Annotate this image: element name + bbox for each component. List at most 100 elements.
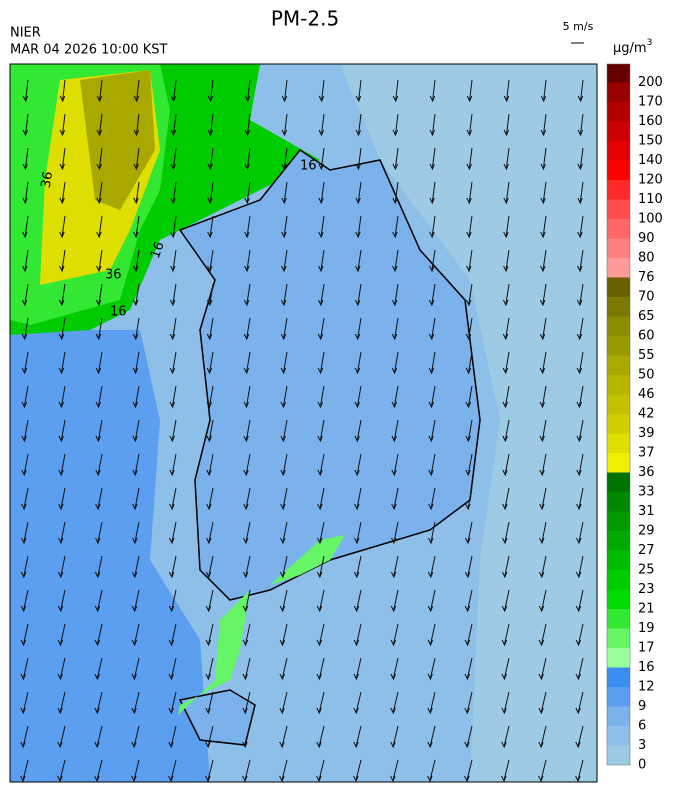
- wind-arrow: [357, 249, 362, 271]
- wind-arrow: [504, 589, 510, 611]
- wind-arrow: [208, 487, 214, 509]
- wind-arrow-head: [133, 163, 139, 171]
- wind-arrow-head: [132, 299, 139, 307]
- wind-arrow: [357, 283, 362, 305]
- wind-arrow: [283, 181, 288, 203]
- wind-arrow-head: [538, 775, 544, 783]
- wind-arrow-head: [96, 231, 102, 239]
- wind-arrow: [24, 283, 29, 305]
- wind-arrow: [209, 215, 214, 237]
- wind-arrow: [97, 487, 103, 509]
- wind-arrow-head: [502, 537, 508, 545]
- colorbar-swatch: [607, 687, 630, 707]
- wind-arrow-head: [243, 503, 249, 511]
- wind-arrow: [99, 113, 103, 135]
- wind-arrow-head: [318, 129, 325, 137]
- wind-arrow-head: [168, 707, 174, 715]
- wind-arrow: [59, 691, 66, 713]
- wind-arrow: [96, 759, 103, 781]
- wind-arrow-head: [94, 571, 101, 579]
- colorbar-label: 6: [638, 719, 646, 734]
- wind-arrow: [467, 589, 473, 611]
- wind-arrow: [209, 181, 214, 203]
- wind-arrow: [22, 691, 29, 713]
- wind-arrow: [321, 79, 325, 101]
- wind-arrow: [468, 283, 473, 305]
- colorbar-label: 60: [638, 329, 655, 344]
- wind-arrow: [23, 555, 29, 577]
- wind-arrow: [135, 351, 140, 373]
- wind-arrow-head: [133, 197, 139, 205]
- wind-arrow-head: [281, 163, 287, 171]
- colorbar-label: 36: [638, 465, 655, 480]
- wind-arrow: [171, 623, 177, 645]
- wind-arrow-head: [133, 265, 139, 273]
- wind-arrow-head: [94, 707, 100, 715]
- wind-arrow-head: [428, 469, 434, 477]
- wind-arrow: [540, 691, 547, 713]
- wind-arrow-head: [465, 299, 472, 307]
- wind-arrow-head: [466, 129, 473, 137]
- wind-arrow: [24, 249, 29, 271]
- wind-arrow-head: [280, 367, 287, 375]
- colorbar-swatch: [607, 394, 630, 414]
- wind-arrow-head: [538, 741, 544, 749]
- wind-arrow-head: [503, 197, 509, 205]
- wind-arrow-head: [94, 673, 100, 681]
- map-frame: [9, 63, 598, 783]
- wind-arrow: [578, 589, 584, 611]
- wind-arrow-head: [132, 333, 139, 341]
- wind-arrow: [245, 589, 251, 611]
- wind-arrow: [25, 79, 29, 101]
- wind-arrow: [281, 691, 288, 713]
- coast-green: [270, 535, 345, 585]
- wind-arrow-head: [168, 673, 174, 681]
- wind-arrow: [60, 555, 66, 577]
- wind-arrow-head: [428, 333, 435, 341]
- wind-arrow: [244, 725, 251, 747]
- wind-arrow-head: [169, 367, 176, 375]
- contour-label: 16: [300, 159, 317, 174]
- wind-arrow-head: [59, 129, 66, 137]
- wind-arrow-head: [280, 299, 287, 307]
- wind-arrow-head: [576, 537, 582, 545]
- wind-arrow-head: [577, 163, 583, 171]
- wind-arrow-head: [318, 95, 325, 103]
- wind-arrow: [319, 453, 325, 475]
- wind-arrow-head: [575, 741, 581, 749]
- wind-arrow-head: [576, 299, 583, 307]
- wind-arrow: [505, 385, 510, 407]
- wind-arrow: [429, 725, 436, 747]
- wind-arrow: [431, 215, 436, 237]
- wind-arrow: [246, 283, 251, 305]
- wind-arrow-head: [280, 503, 286, 511]
- colorbar-swatch: [607, 277, 630, 297]
- wind-arrow-head: [392, 197, 398, 205]
- wind-arrow: [540, 657, 547, 679]
- wind-arrow-head: [57, 707, 63, 715]
- wind-arrow: [23, 589, 29, 611]
- wind-arrow-head: [577, 129, 584, 137]
- wind-arrow: [134, 487, 140, 509]
- wind-arrow-head: [501, 707, 507, 715]
- wind-arrow-head: [243, 401, 249, 409]
- wind-arrow: [23, 453, 29, 475]
- wind-arrow-head: [133, 231, 139, 239]
- wind-arrow: [246, 181, 251, 203]
- colorbar-label: 120: [638, 173, 663, 188]
- wind-arrow: [209, 283, 214, 305]
- wind-arrow-head: [280, 333, 287, 341]
- wind-arrow: [61, 147, 66, 169]
- colorbar-swatch: [607, 297, 630, 317]
- wind-arrow-head: [464, 673, 470, 681]
- wind-arrow: [23, 419, 29, 441]
- wind-arrow: [579, 351, 584, 373]
- wind-arrow-head: [316, 707, 322, 715]
- wind-arrow: [283, 385, 288, 407]
- wind-arrow: [394, 283, 399, 305]
- wind-arrow-head: [131, 639, 138, 647]
- wind-arrow: [208, 453, 214, 475]
- wind-arrow: [172, 385, 177, 407]
- colorbar-swatch: [607, 121, 630, 141]
- wind-arrow-head: [466, 163, 472, 171]
